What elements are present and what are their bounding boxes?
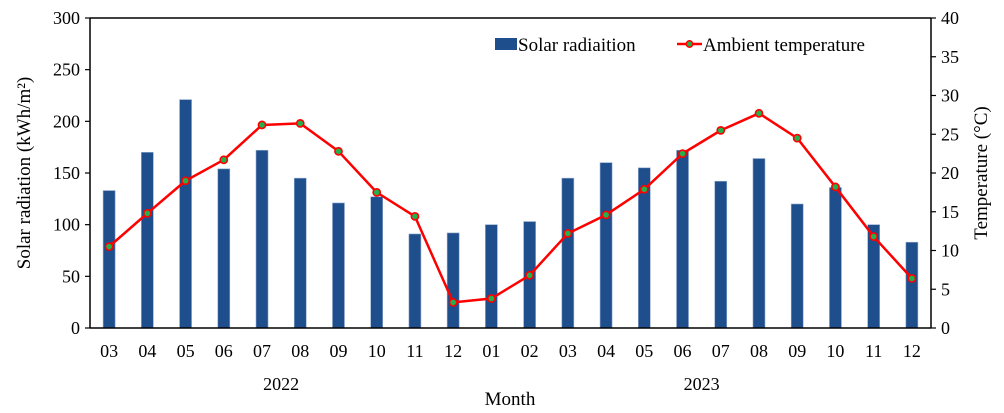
temperature-point (678, 149, 687, 159)
y-right-tick-label: 5 (941, 279, 950, 299)
y-left-tick-labels: 0 50 100 150 200 250 300 (53, 8, 80, 338)
bar (676, 149, 689, 329)
y-right-tick-label: 0 (941, 318, 950, 338)
temperature-point (563, 229, 573, 238)
bar (599, 162, 613, 329)
year-group-labels: 2022 2023 (263, 374, 720, 394)
bar (714, 180, 728, 329)
bar (905, 241, 919, 329)
x-tick-label: 12 (444, 341, 462, 361)
bar (408, 233, 422, 329)
bar (829, 187, 842, 329)
x-tick-label: 03 (559, 341, 577, 361)
x-tick-label: 10 (826, 341, 844, 361)
x-tick-label: 05 (635, 341, 653, 361)
x-tick-label: 07 (712, 341, 730, 361)
x-tick-label: 08 (291, 341, 309, 361)
y-right-tick-label: 20 (941, 163, 959, 183)
temperature-point (601, 210, 611, 220)
y-right-tick-label: 10 (941, 241, 959, 261)
y-right-tick-label: 35 (941, 47, 959, 67)
temperature-point (181, 176, 190, 186)
temperature-point (792, 133, 802, 143)
bar (790, 203, 804, 329)
temperature-line (108, 112, 913, 304)
temperature-point (142, 208, 152, 218)
temperature-point (219, 155, 229, 165)
temperature-point (639, 184, 649, 194)
y-left-tick-label: 300 (53, 8, 80, 28)
x-tick-label: 10 (368, 341, 386, 361)
legend-label-temperature: Ambient temperature (703, 35, 865, 56)
x-tick-labels: 03 04 05 06 07 08 09 10 11 12 01 02 03 04 05 06 07 08 09 10… (100, 341, 921, 361)
temperature-point (716, 125, 726, 135)
x-tick-label: 06 (674, 341, 692, 361)
bar (332, 202, 345, 329)
y-left-tick-label: 100 (53, 215, 80, 235)
temperature-point (372, 187, 382, 197)
bar-series-solar-radiation (102, 99, 919, 329)
y-right-tick-labels: 0 5 10 15 20 25 30 35 40 (941, 8, 959, 338)
bar (141, 152, 154, 329)
y-right-tick-label: 40 (941, 8, 959, 28)
x-tick-label: 06 (215, 341, 233, 361)
axes (85, 17, 936, 329)
x-tick-label: 01 (482, 341, 500, 361)
x-tick-label: 04 (597, 341, 615, 361)
y-left-tick-label: 50 (62, 266, 80, 286)
temperature-point (907, 273, 917, 283)
x-axis-title: Month (485, 389, 536, 410)
bar (102, 190, 116, 329)
x-tick-label: 11 (865, 341, 882, 361)
x-tick-label: 05 (177, 341, 195, 361)
bar (217, 168, 231, 329)
bar (752, 158, 766, 329)
temperature-point (525, 270, 535, 280)
bar (485, 224, 498, 329)
bar (561, 177, 575, 329)
x-tick-label: 02 (521, 341, 539, 361)
y-right-tick-label: 15 (941, 202, 959, 222)
x-tick-label: 04 (138, 341, 156, 361)
temperature-point (486, 294, 496, 303)
y-left-tick-label: 150 (53, 163, 80, 183)
bar (446, 232, 460, 329)
y-right-tick-label: 25 (941, 124, 959, 144)
temperature-point (869, 232, 879, 241)
temperature-point (410, 211, 420, 221)
legend-label-solar-radiation: Solar radiaition (518, 35, 636, 56)
legend-swatch-solar-radiation (495, 38, 517, 50)
y-left-tick-label: 250 (53, 60, 80, 80)
y-left-tick-label: 200 (53, 111, 80, 131)
y-left-tick-label: 0 (71, 318, 80, 338)
temperature-point (334, 146, 343, 156)
x-tick-label: 09 (329, 341, 347, 361)
temperature-point (831, 182, 840, 192)
bar (179, 99, 192, 329)
year-label: 2023 (684, 374, 720, 394)
temperature-point (257, 120, 267, 130)
x-tick-label: 12 (903, 341, 921, 361)
bar (293, 177, 307, 329)
bar (255, 149, 269, 329)
legend-marker-temperature (685, 40, 694, 48)
temperature-point (295, 119, 305, 128)
x-tick-label: 09 (788, 341, 806, 361)
x-tick-label: 03 (100, 341, 118, 361)
temperature-point (448, 298, 458, 307)
temperature-point (754, 108, 764, 118)
y-right-axis-title: Temperature (°C) (971, 106, 992, 239)
x-tick-label: 08 (750, 341, 768, 361)
y-left-axis-title: Solar radiation (kWh/m²) (14, 77, 35, 269)
x-tick-label: 07 (253, 341, 271, 361)
temperature-point (104, 242, 114, 252)
line-series-ambient-temperature (104, 108, 917, 307)
year-label: 2022 (263, 374, 299, 394)
y-right-tick-label: 30 (941, 86, 959, 106)
x-tick-label: 11 (406, 341, 423, 361)
bar (370, 196, 384, 329)
legend: Solar radiaition Ambient temperature (495, 35, 865, 56)
